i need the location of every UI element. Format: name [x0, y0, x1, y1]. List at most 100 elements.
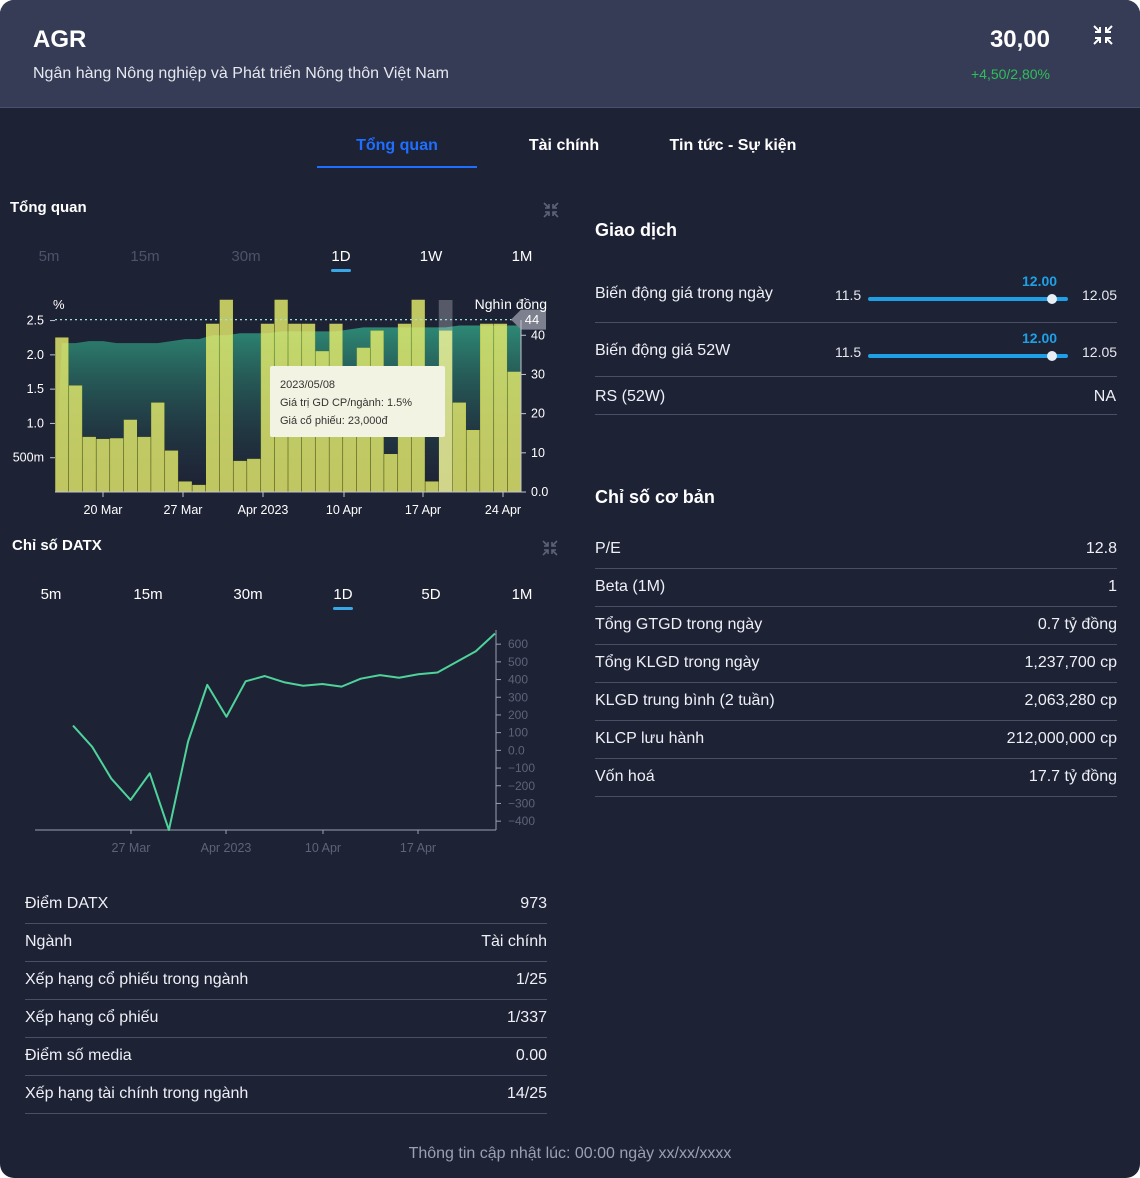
datx-stat-row: Xếp hạng cổ phiếu trong ngành 1/25 — [25, 962, 547, 1000]
fundamental-row: P/E 12.8 — [595, 531, 1117, 569]
datx-line-series[interactable] — [72, 632, 496, 831]
divider — [595, 322, 1117, 323]
tooltip-line-2: Giá cổ phiếu: 23,000đ — [280, 415, 388, 427]
tab-news-events[interactable]: Tin tức - Sự kiện — [669, 137, 797, 154]
volume-bar[interactable] — [178, 481, 192, 493]
intraday-range-track — [868, 297, 1068, 301]
fundamentals-title: Chỉ số cơ bản — [595, 487, 715, 507]
expand-arrows-icon[interactable] — [542, 201, 560, 219]
rs-label: RS (52W) — [595, 388, 666, 405]
fundamental-value: 1,237,700 cp — [1024, 654, 1117, 671]
left-tick-label: 2.0 — [27, 348, 44, 362]
volume-bar[interactable] — [466, 430, 480, 493]
expand-arrows-icon[interactable] — [541, 539, 559, 557]
period-1w[interactable]: 1W — [419, 248, 443, 265]
period-5d[interactable]: 5D — [421, 586, 441, 603]
volume-bar[interactable] — [68, 385, 83, 493]
period-1m[interactable]: 1M — [511, 248, 533, 265]
fundamental-row: Tổng KLGD trong ngày 1,237,700 cp — [595, 645, 1117, 683]
left-tick-label: 1.0 — [27, 416, 44, 430]
fundamental-value: 17.7 tỷ đồng — [1028, 768, 1117, 785]
y-tick-label: −300 — [508, 796, 535, 810]
y-tick-label: 200 — [508, 708, 528, 722]
stat-value: Tài chính — [481, 933, 547, 950]
active-tab-indicator — [317, 166, 477, 168]
y-tick-label: −200 — [508, 779, 535, 793]
overview-chart-title: Tổng quan — [10, 199, 87, 216]
period-30m[interactable]: 30m — [231, 248, 261, 265]
tab-overview[interactable]: Tổng quan — [356, 137, 438, 154]
reference-badge — [511, 309, 546, 330]
week52-range-current: 12.00 — [1022, 330, 1058, 346]
datx-chart-title: Chỉ số DATX — [12, 537, 102, 554]
x-tick-label: Apr 2023 — [238, 503, 289, 517]
stat-label: Xếp hạng tài chính trong ngành — [25, 1085, 249, 1102]
ticker-symbol: AGR — [33, 26, 87, 53]
stat-value: 0.00 — [515, 1047, 547, 1064]
volume-bar[interactable] — [452, 402, 466, 493]
volume-bar[interactable] — [206, 323, 220, 493]
volume-bar[interactable] — [110, 438, 124, 493]
period-1d[interactable]: 1D — [333, 586, 353, 603]
period-15m[interactable]: 15m — [133, 586, 163, 603]
period-1m[interactable]: 1M — [511, 586, 533, 603]
right-axis-unit: Nghìn đồng — [475, 296, 547, 312]
datx-stat-row: Điểm số media 0.00 — [25, 1038, 547, 1076]
volume-bar[interactable] — [123, 419, 137, 493]
period-1d[interactable]: 1D — [331, 248, 351, 265]
volume-bar[interactable] — [96, 438, 110, 493]
fundamental-row: KLCP lưu hành 212,000,000 cp — [595, 721, 1117, 759]
period-30m[interactable]: 30m — [233, 586, 263, 603]
period-5m[interactable]: 5m — [38, 248, 60, 265]
y-tick-label: 500 — [508, 655, 528, 669]
fundamental-row: KLGD trung bình (2 tuần) 2,063,280 cp — [595, 683, 1117, 721]
fundamental-value: 12.8 — [1085, 540, 1117, 557]
volume-bar[interactable] — [164, 450, 179, 493]
volume-bar[interactable] — [219, 299, 233, 493]
volume-bar[interactable] — [192, 484, 206, 493]
collapse-arrows-icon[interactable] — [1092, 24, 1114, 46]
volume-bar[interactable] — [493, 323, 508, 493]
fundamental-label: Vốn hoá — [595, 768, 655, 785]
stock-header: AGR Ngân hàng Nông nghiệp và Phát triển … — [0, 0, 1140, 108]
week52-range-thumb — [1047, 351, 1057, 361]
fundamental-row: Tổng GTGD trong ngày 0.7 tỷ đồng — [595, 607, 1117, 645]
volume-bar[interactable] — [55, 337, 69, 493]
chart-tooltip: 2023/05/08 Giá trị GD CP/ngành: 1.5% Giá… — [270, 366, 445, 437]
y-tick-label: 300 — [508, 690, 528, 704]
volume-bar[interactable] — [384, 454, 398, 493]
period-5m[interactable]: 5m — [40, 586, 62, 603]
selected-period-indicator — [333, 607, 353, 610]
datx-chart: 600 500 400 300 200 100 0.0 −100 −200 −300 −400 27 … — [35, 630, 535, 855]
rs-value: NA — [1093, 388, 1116, 405]
intraday-range-min: 11.5 — [835, 287, 862, 303]
company-name: Ngân hàng Nông nghiệp và Phát triển Nông… — [33, 65, 449, 82]
fundamental-value: 2,063,280 cp — [1024, 692, 1117, 709]
volume-bar[interactable] — [343, 430, 357, 493]
fundamental-label: KLCP lưu hành — [595, 730, 705, 747]
period-15m[interactable]: 15m — [130, 248, 160, 265]
volume-bar[interactable] — [151, 402, 165, 493]
volume-bar[interactable] — [82, 436, 96, 493]
right-tick-label: 40 — [531, 328, 545, 342]
divider — [595, 414, 1117, 415]
divider — [595, 376, 1117, 377]
week52-range-min: 11.5 — [835, 344, 862, 360]
x-tick-label: 10 Apr — [326, 503, 362, 517]
fundamental-label: Beta (1M) — [595, 578, 666, 595]
volume-bar[interactable] — [480, 323, 494, 493]
y-tick-label: 600 — [508, 637, 528, 651]
volume-bar[interactable] — [507, 371, 521, 493]
reference-label: 44 — [525, 312, 539, 327]
x-tick-label: 17 Apr — [400, 841, 436, 855]
week52-range-max: 12.05 — [1082, 344, 1118, 360]
y-tick-label: 400 — [508, 673, 528, 687]
volume-bar[interactable] — [247, 458, 261, 493]
left-tick-label: 2.5 — [27, 314, 44, 328]
x-tick-label: 24 Apr — [485, 503, 521, 517]
volume-bar[interactable] — [137, 436, 151, 493]
tab-finance[interactable]: Tài chính — [528, 137, 600, 154]
volume-bar[interactable] — [233, 460, 247, 493]
volume-bar[interactable] — [425, 481, 439, 493]
